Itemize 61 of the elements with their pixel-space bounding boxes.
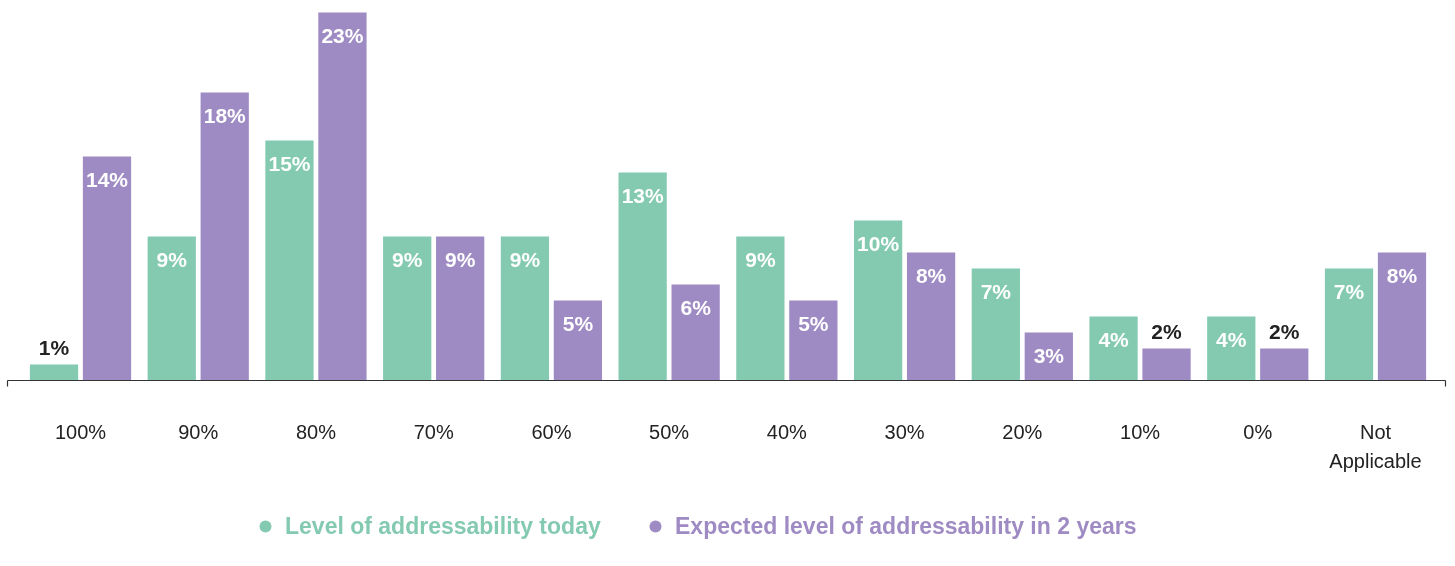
x-tick-label: 50% bbox=[649, 420, 690, 443]
bar bbox=[1207, 316, 1256, 381]
data-label: 9% bbox=[745, 247, 776, 271]
legend-label: Expected level of addressability in 2 years bbox=[675, 512, 1137, 540]
data-label: 8% bbox=[915, 263, 947, 287]
x-tick-label: Not Applicable bbox=[1329, 420, 1422, 473]
data-label: 9% bbox=[509, 247, 541, 271]
data-label: 7% bbox=[1333, 279, 1365, 303]
bar bbox=[1142, 348, 1191, 381]
x-tick-label: 40% bbox=[766, 420, 808, 443]
bar bbox=[265, 140, 314, 381]
data-label: 4% bbox=[1098, 327, 1130, 351]
bar bbox=[1260, 348, 1309, 381]
bar bbox=[789, 300, 838, 381]
data-label: 3% bbox=[1033, 343, 1065, 367]
data-label: 2% bbox=[1269, 319, 1300, 343]
x-tick-label: 100% bbox=[54, 420, 107, 443]
bar bbox=[553, 300, 603, 381]
data-label: 9% bbox=[156, 247, 188, 271]
bar bbox=[736, 236, 785, 381]
data-label: 6% bbox=[680, 295, 712, 319]
bar bbox=[82, 156, 132, 381]
data-label: 5% bbox=[562, 311, 594, 335]
bar bbox=[1324, 268, 1374, 381]
legend-label: Level of addressability today bbox=[285, 512, 601, 540]
data-label: 23% bbox=[321, 23, 364, 47]
bar bbox=[383, 236, 432, 381]
data-label: 2% bbox=[1151, 319, 1183, 343]
data-label: 13% bbox=[621, 183, 664, 207]
x-tick-label: 80% bbox=[295, 420, 337, 443]
data-label: 5% bbox=[798, 311, 829, 335]
data-label: 18% bbox=[203, 103, 247, 127]
x-tick-label: 20% bbox=[1002, 420, 1043, 443]
x-tick-label: 70% bbox=[413, 420, 454, 443]
bar bbox=[436, 236, 485, 381]
data-label: 9% bbox=[392, 247, 423, 271]
bar bbox=[500, 236, 550, 381]
data-label: 10% bbox=[857, 231, 900, 255]
x-tick-label: 90% bbox=[178, 420, 219, 443]
bar bbox=[853, 220, 903, 381]
bar bbox=[147, 236, 196, 381]
bar bbox=[971, 268, 1020, 381]
bar bbox=[200, 92, 249, 381]
x-tick-label: 30% bbox=[884, 420, 925, 443]
x-tick-label: 0% bbox=[1243, 420, 1273, 443]
bar bbox=[29, 364, 79, 381]
bar bbox=[1377, 252, 1427, 381]
data-label: 4% bbox=[1216, 327, 1247, 351]
bar bbox=[1089, 316, 1138, 381]
data-label: 15% bbox=[268, 151, 311, 175]
x-tick-label: 10% bbox=[1120, 420, 1161, 443]
data-label: 9% bbox=[444, 247, 476, 271]
data-label: 1% bbox=[38, 335, 70, 359]
bar bbox=[318, 12, 367, 381]
bar bbox=[618, 172, 667, 381]
bar bbox=[671, 284, 720, 381]
bar bbox=[906, 252, 956, 381]
data-label: 8% bbox=[1386, 263, 1418, 287]
data-label: 7% bbox=[980, 279, 1012, 303]
x-tick-label: 60% bbox=[531, 420, 572, 443]
data-label: 14% bbox=[85, 167, 129, 191]
